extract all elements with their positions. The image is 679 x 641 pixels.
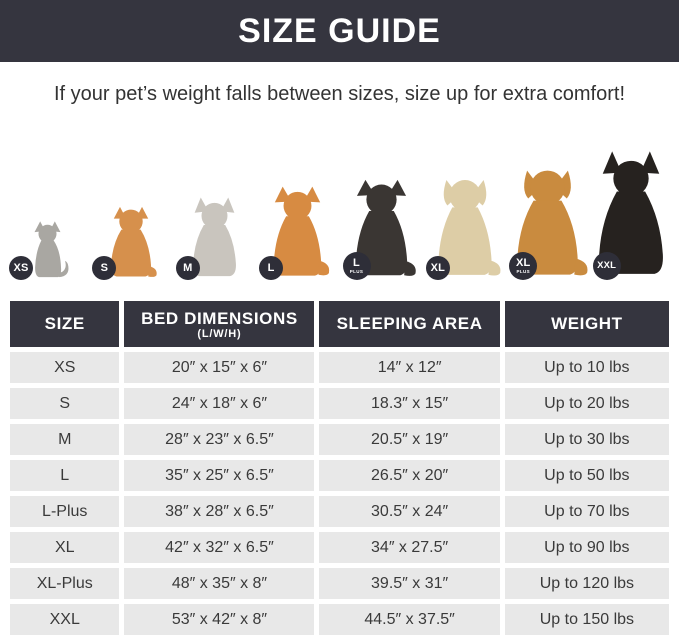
bed-dimensions-cell: 48″ x 35″ x 8″ [124,568,315,599]
size-cell: XL [10,532,120,563]
table-row: L-Plus 38″ x 28″ x 6.5″ 30.5″ x 24″ Up t… [10,496,669,527]
page-title: SIZE GUIDE [238,11,441,50]
sleeping-area-cell: 18.3″ x 15″ [319,388,500,419]
doberman-icon [599,151,664,274]
table-header-row: SIZE BED DIMENSIONS (L/W/H) SLEEPING AREA… [10,301,669,347]
sleeping-area-cell: 34″ x 27.5″ [319,532,500,563]
column-label: BED DIMENSIONS [141,308,298,328]
weight-cell: Up to 50 lbs [504,460,669,491]
bed-dimensions-cell: 24″ x 18″ x 6″ [124,388,315,419]
labrador-icon [438,180,501,276]
table-row: XL 42″ x 32″ x 6.5″ 34″ x 27.5″ Up to 90… [10,532,669,563]
table-row: L 35″ x 25″ x 6.5″ 26.5″ x 20″ Up to 50 … [10,460,669,491]
sleeping-area-cell: 20.5″ x 19″ [319,424,500,455]
column-label: WEIGHT [551,314,623,333]
column-header-size: SIZE [10,301,120,347]
bed-dimensions-cell: 38″ x 28″ x 6.5″ [124,496,315,527]
table-row: XS 20″ x 15″ x 6″ 14″ x 12″ Up to 10 lbs [10,352,669,383]
french-bulldog-icon [192,197,236,277]
column-header-sleeping-area: SLEEPING AREA [319,301,500,347]
sleeping-area-cell: 30.5″ x 24″ [319,496,500,527]
sleeping-area-cell: 39.5″ x 31″ [319,568,500,599]
animal-xl: XL [423,172,506,280]
size-badge-xl-plus: XL PLUS [509,252,538,280]
cat-icon [34,221,69,278]
size-cell: XXL [10,604,120,635]
weight-cell: Up to 70 lbs [504,496,669,527]
animal-s: S [89,204,172,280]
sleeping-area-cell: 14″ x 12″ [319,352,500,383]
column-header-weight: WEIGHT [504,301,669,347]
size-badge-s: S [92,256,117,280]
bed-dimensions-cell: 35″ x 25″ x 6.5″ [124,460,315,491]
animal-xs: XS [6,218,89,280]
table-row: XXL 53″ x 42″ x 8″ 44.5″ x 37.5″ Up to 1… [10,604,669,635]
size-badge-xs: XS [9,256,33,280]
weight-cell: Up to 150 lbs [504,604,669,635]
size-badge-l: L [259,256,284,280]
animal-l: L [256,184,339,280]
badge-sub-label: PLUS [516,269,531,274]
size-cell: XS [10,352,120,383]
table-row: M 28″ x 23″ x 6.5″ 20.5″ x 19″ Up to 30 … [10,424,669,455]
badge-label: M [183,261,193,274]
size-guide-table: SIZE BED DIMENSIONS (L/W/H) SLEEPING AREA… [5,296,674,640]
weight-cell: Up to 90 lbs [504,532,669,563]
badge-label: L [353,257,360,269]
size-cell: L-Plus [10,496,120,527]
badge-label: XL [516,257,531,269]
badge-label: XS [13,261,29,274]
table-row: XL-Plus 48″ x 35″ x 8″ 39.5″ x 31″ Up to… [10,568,669,599]
badge-label: XL [430,261,446,274]
weight-cell: Up to 10 lbs [504,352,669,383]
animal-l-plus: L PLUS [340,176,423,280]
sleeping-area-cell: 44.5″ x 37.5″ [319,604,500,635]
column-label: SLEEPING AREA [336,314,483,333]
size-cell: M [10,424,120,455]
animal-xxl: XXL [590,150,673,280]
badge-label: L [267,261,275,274]
bed-dimensions-cell: 28″ x 23″ x 6.5″ [124,424,315,455]
shiba-inu-icon [274,186,330,276]
subtitle: If your pet’s weight falls between sizes… [54,83,625,105]
size-badge-l-plus: L PLUS [342,252,371,280]
pet-size-lineup: XS S [0,114,679,286]
size-badge-xl: XL [425,256,450,280]
table-row: S 24″ x 18″ x 6″ 18.3″ x 15″ Up to 20 lb… [10,388,669,419]
bed-dimensions-cell: 42″ x 32″ x 6.5″ [124,532,315,563]
size-cell: S [10,388,120,419]
bed-dimensions-cell: 20″ x 15″ x 6″ [124,352,315,383]
column-label: SIZE [44,314,85,333]
weight-cell: Up to 30 lbs [504,424,669,455]
badge-label: S [100,261,109,274]
animal-m: M [173,196,256,280]
column-sub-label: (L/W/H) [197,327,242,340]
badge-label: XXL [597,260,617,271]
pomeranian-dog-icon [111,206,157,277]
size-badge-xxl: XXL [592,252,621,280]
size-cell: L [10,460,120,491]
bed-dimensions-cell: 53″ x 42″ x 8″ [124,604,315,635]
weight-cell: Up to 120 lbs [504,568,669,599]
badge-sub-label: PLUS [349,269,364,274]
weight-cell: Up to 20 lbs [504,388,669,419]
column-header-bed-dimensions: BED DIMENSIONS (L/W/H) [124,301,315,347]
animal-xl-plus: XL PLUS [506,162,589,280]
size-badge-m: M [175,256,200,280]
sleeping-area-cell: 26.5″ x 20″ [319,460,500,491]
header-bar: SIZE GUIDE [0,0,679,62]
size-cell: XL-Plus [10,568,120,599]
